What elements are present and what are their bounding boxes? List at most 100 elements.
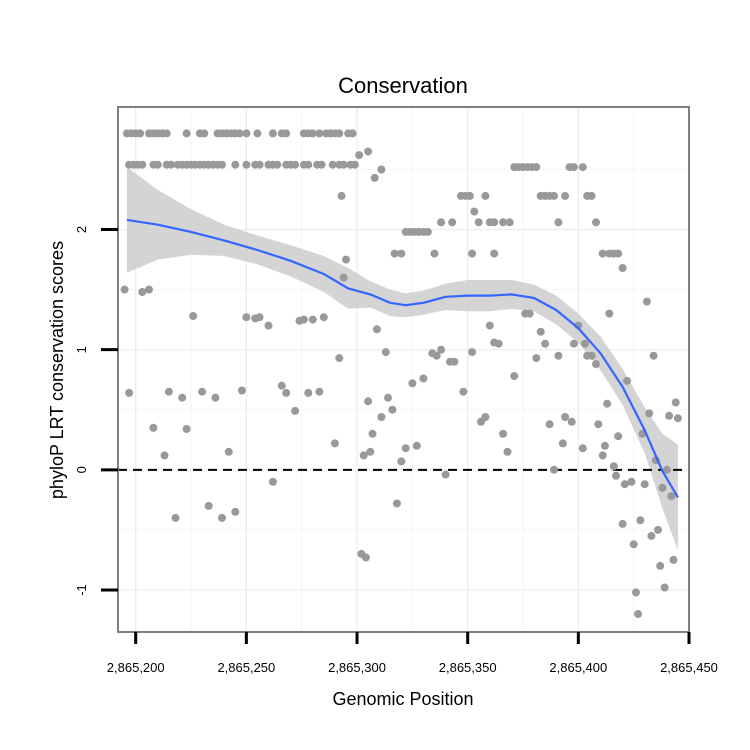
data-point — [665, 411, 674, 420]
data-point — [342, 255, 350, 264]
data-point — [629, 540, 638, 549]
data-point — [377, 165, 386, 174]
x-axis-title: Genomic Position — [332, 689, 473, 709]
data-point — [499, 429, 508, 438]
x-tick-label: 2,865,200 — [107, 660, 165, 675]
data-point — [237, 386, 246, 395]
data-point — [319, 313, 328, 322]
data-point — [437, 218, 446, 227]
data-point — [510, 372, 519, 381]
data-point — [337, 191, 346, 200]
data-point — [149, 423, 158, 432]
data-point — [490, 249, 499, 258]
data-point — [561, 413, 570, 421]
data-point — [348, 129, 357, 138]
data-point — [253, 129, 262, 138]
data-point — [171, 513, 180, 522]
data-point — [532, 354, 541, 363]
y-tick-label: 2 — [74, 226, 89, 233]
data-point — [554, 218, 563, 227]
data-point — [450, 357, 459, 366]
data-point — [200, 129, 209, 138]
data-point — [465, 191, 474, 200]
data-point — [667, 492, 676, 501]
data-point — [541, 339, 550, 348]
data-point — [218, 160, 226, 169]
data-point — [392, 499, 401, 508]
data-point — [581, 339, 589, 348]
data-point — [164, 387, 173, 396]
y-tick-label: 0 — [74, 466, 89, 473]
points-layer — [120, 129, 682, 618]
data-point — [554, 351, 563, 360]
data-point — [587, 351, 596, 360]
data-point — [291, 160, 300, 169]
data-point — [636, 516, 645, 525]
data-point — [390, 249, 399, 258]
data-point — [315, 387, 324, 396]
data-point — [620, 480, 629, 489]
data-point — [634, 610, 643, 618]
data-point — [645, 409, 654, 418]
data-point — [569, 163, 578, 172]
data-point — [481, 191, 490, 200]
data-point — [423, 227, 432, 236]
data-point — [671, 398, 680, 407]
data-point — [153, 160, 162, 169]
data-point — [182, 129, 191, 138]
data-point — [384, 393, 392, 402]
data-point — [474, 218, 483, 227]
x-tick-label: 2,865,400 — [549, 660, 607, 675]
data-point — [468, 348, 477, 357]
data-point — [618, 264, 627, 272]
x-tick-label: 2,865,350 — [439, 660, 497, 675]
data-point — [381, 348, 390, 357]
data-point — [499, 218, 508, 227]
x-tick-label: 2,865,300 — [328, 660, 386, 675]
data-point — [550, 465, 558, 474]
data-point — [299, 315, 308, 324]
data-point — [598, 249, 607, 258]
data-point — [125, 388, 134, 397]
data-point — [468, 249, 477, 258]
data-point — [525, 309, 534, 318]
data-point — [578, 444, 587, 453]
data-point — [335, 354, 344, 363]
data-point — [397, 457, 406, 466]
data-point — [364, 147, 373, 156]
data-point — [304, 388, 313, 397]
data-point — [218, 513, 226, 522]
data-point — [282, 388, 291, 397]
data-point — [204, 501, 213, 510]
data-point — [145, 285, 153, 294]
data-point — [242, 129, 251, 138]
data-point — [160, 451, 169, 460]
data-point — [388, 405, 397, 414]
data-point — [291, 406, 300, 415]
data-point — [231, 160, 240, 169]
confidence-band-layer — [126, 167, 678, 551]
data-point — [315, 129, 324, 138]
data-point — [372, 325, 381, 334]
data-point — [231, 507, 240, 516]
data-point — [242, 160, 251, 169]
data-point — [120, 285, 129, 294]
data-point — [437, 345, 446, 354]
data-point — [609, 462, 618, 471]
y-axis-title: phyloP LRT conservation scores — [47, 241, 67, 499]
data-point — [594, 420, 603, 429]
data-point — [545, 420, 554, 429]
smooth-line-layer — [126, 218, 679, 498]
data-point — [138, 160, 147, 169]
data-point — [485, 321, 494, 330]
data-point — [361, 553, 370, 562]
data-point — [368, 429, 377, 438]
data-point — [308, 129, 317, 138]
data-point — [255, 313, 264, 322]
data-point — [647, 531, 656, 540]
data-point — [600, 441, 609, 450]
data-point — [441, 470, 450, 479]
data-point — [408, 379, 417, 388]
data-point — [432, 351, 441, 360]
